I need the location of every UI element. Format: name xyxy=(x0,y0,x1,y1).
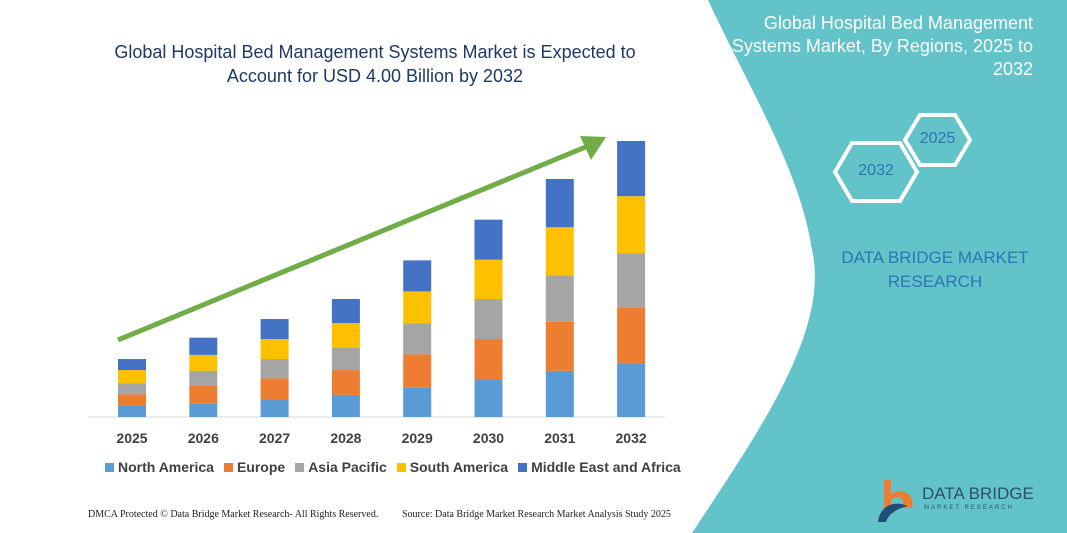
bar-segment-2029-south-america xyxy=(403,291,432,324)
bar-segment-2026-north-america xyxy=(189,403,218,417)
bar-segment-2031-asia-pacific xyxy=(545,275,574,322)
brand-text: DATA BRIDGE MARKET RESEARCH xyxy=(841,248,1029,291)
bar-segment-2032-asia-pacific xyxy=(617,253,646,308)
legend-swatch xyxy=(105,462,114,472)
bar-segment-2032-middle-east-and-africa xyxy=(617,141,646,197)
bar-segment-2028-europe xyxy=(331,370,360,395)
legend-item: Asia Pacific xyxy=(295,459,387,475)
bar-segment-2027-south-america xyxy=(260,339,289,360)
bar-segment-2031-north-america xyxy=(545,370,574,417)
bar-segment-2025-asia-pacific xyxy=(118,383,146,395)
bar-segment-2031-south-america xyxy=(545,227,574,276)
growth-arrow-head xyxy=(580,136,606,160)
bar-segment-2029-north-america xyxy=(403,387,432,417)
bar-segment-2028-middle-east-and-africa xyxy=(331,299,360,324)
source-text: Source: Data Bridge Market Research Mark… xyxy=(402,509,671,520)
legend-item: Middle East and Africa xyxy=(518,459,681,475)
bar-segment-2032-south-america xyxy=(617,196,646,254)
bar-segment-2027-europe xyxy=(260,378,289,400)
bar-segment-2028-north-america xyxy=(331,394,360,417)
legend-swatch xyxy=(518,462,528,472)
x-tick-label: 2026 xyxy=(187,430,219,446)
x-tick-label: 2028 xyxy=(330,430,362,446)
legend-item: Europe xyxy=(223,459,286,475)
bar-segment-2030-europe xyxy=(474,339,503,380)
legend-label: North America xyxy=(118,459,214,475)
side-panel-title: Global Hospital Bed Management Systems M… xyxy=(731,13,1033,79)
bar-segment-2029-europe xyxy=(403,354,432,388)
bar-segment-2028-south-america xyxy=(331,323,360,348)
bar-segment-2026-asia-pacific xyxy=(189,370,218,386)
bar-segment-2028-asia-pacific xyxy=(331,347,360,371)
x-tick-label: 2027 xyxy=(259,430,291,446)
growth-arrow xyxy=(117,143,589,343)
logo-name: DATA BRIDGE xyxy=(922,484,1034,503)
x-tick-label: 2032 xyxy=(615,430,647,446)
bars xyxy=(118,141,646,417)
bar-segment-2025-europe xyxy=(118,394,146,406)
legend-label: Asia Pacific xyxy=(308,459,387,475)
hex-label-2032: 2032 xyxy=(858,162,894,179)
legend-label: South America xyxy=(409,459,509,475)
x-tick-label: 2031 xyxy=(544,430,576,446)
bar-segment-2031-middle-east-and-africa xyxy=(545,178,574,228)
bar-segment-2027-middle-east-and-africa xyxy=(260,319,289,340)
bar-segment-2025-north-america xyxy=(118,405,146,417)
hex-label-2025: 2025 xyxy=(919,130,956,147)
legend-item: North America xyxy=(105,459,214,475)
side-panel xyxy=(692,0,1067,533)
bar-segment-2030-north-america xyxy=(474,379,503,417)
legend-swatch xyxy=(396,462,406,472)
legend-swatch xyxy=(223,462,233,472)
x-tick-label: 2025 xyxy=(116,430,148,446)
legend-label: Middle East and Africa xyxy=(531,459,681,475)
copyright-text: DMCA Protected © Data Bridge Market Rese… xyxy=(88,509,379,520)
legend: North America Europe Asia Pacific South Ame… xyxy=(105,459,681,475)
bar-segment-2032-north-america xyxy=(617,363,646,417)
bar-segment-2025-middle-east-and-africa xyxy=(118,359,146,371)
bar-segment-2030-south-america xyxy=(474,259,503,300)
bar-segment-2026-europe xyxy=(189,385,218,404)
bar-segment-2032-europe xyxy=(617,307,646,364)
bar-segment-2030-middle-east-and-africa xyxy=(474,219,503,260)
bar-segment-2031-europe xyxy=(545,321,574,371)
bar-segment-2029-asia-pacific xyxy=(403,323,432,355)
chart-title: Global Hospital Bed Management Systems M… xyxy=(114,42,636,86)
bar-segment-2025-south-america xyxy=(118,370,146,384)
hexagon-2032 xyxy=(832,141,920,203)
bar-segment-2026-south-america xyxy=(189,354,218,371)
legend-swatch xyxy=(295,462,305,472)
logo-icon xyxy=(878,480,913,522)
x-tick-label: 2030 xyxy=(472,430,505,446)
logo-tagline: MARKET RESEARCH xyxy=(924,505,1014,511)
bar-segment-2027-north-america xyxy=(260,399,289,417)
bar-segment-2027-asia-pacific xyxy=(260,359,289,379)
legend-label: Europe xyxy=(236,459,286,475)
hexagon-2025 xyxy=(902,113,973,167)
bar-segment-2030-asia-pacific xyxy=(474,299,503,340)
legend-item: South America xyxy=(396,459,509,475)
bar-segment-2026-middle-east-and-africa xyxy=(189,337,218,355)
bar-segment-2029-middle-east-and-africa xyxy=(403,260,432,292)
x-tick-label: 2029 xyxy=(401,430,433,446)
